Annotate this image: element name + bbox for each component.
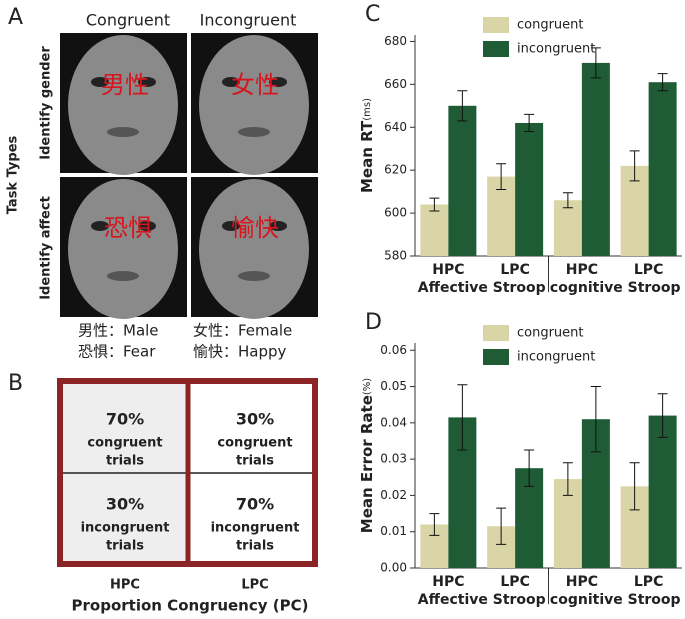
axis-label: Proportion Congruency (PC) — [72, 597, 309, 615]
legend-swatch — [483, 17, 509, 33]
error-bar — [590, 386, 601, 453]
y-axis-label: Mean Error Rate(%) — [358, 378, 376, 534]
y-tick-label: 620 — [384, 163, 407, 177]
error-bar — [629, 462, 640, 511]
error-bar — [562, 462, 573, 496]
y-tick-label: 660 — [384, 77, 407, 91]
cell-text: congruent — [87, 436, 162, 451]
panel-label: C — [365, 2, 380, 27]
error-bar — [429, 513, 440, 536]
error-bar — [457, 384, 468, 451]
legend-text: 男性：Male — [78, 322, 159, 340]
panel-label: A — [8, 5, 23, 30]
y-tick-label: 0.01 — [380, 524, 407, 538]
cell-text: incongruent — [211, 521, 300, 536]
faces — [60, 33, 318, 319]
error-bar — [657, 393, 668, 438]
row-label: Identify affect — [39, 196, 54, 300]
cell-text: congruent — [217, 436, 292, 451]
y-tick-label: 0.05 — [380, 379, 407, 393]
error-bar — [496, 507, 507, 545]
y-tick-label: 0.03 — [380, 452, 407, 466]
y-tick-label: 0.02 — [380, 488, 407, 502]
bar — [553, 200, 582, 256]
error-bar — [524, 113, 535, 133]
panel-label: B — [8, 371, 23, 396]
bar — [648, 415, 677, 568]
y-tick-label: 600 — [384, 206, 407, 220]
y-tick-label: 0.04 — [380, 415, 407, 429]
x-tick-label: LPC — [634, 574, 663, 590]
group-label: cognitive Stroop — [550, 592, 681, 608]
error-bar — [657, 73, 668, 92]
group-label: cognitive Stroop — [550, 280, 681, 296]
column-header: Congruent — [86, 11, 170, 30]
bar — [420, 204, 449, 256]
face-word: 男性 — [101, 71, 149, 99]
error-bar — [429, 197, 440, 212]
error-bar — [457, 90, 468, 122]
face-word: 女性 — [231, 71, 279, 99]
bar — [581, 62, 610, 256]
legend-label: congruent — [517, 18, 584, 33]
legend-label: congruent — [517, 326, 584, 341]
y-tick-label: 640 — [384, 120, 407, 134]
cell-text: trials — [106, 454, 144, 469]
x-tick-label: HPC — [566, 262, 598, 278]
column-header: Incongruent — [200, 11, 297, 30]
cell-text: trials — [236, 539, 274, 554]
y-tick-label: 0.00 — [380, 561, 407, 575]
legend-swatch — [483, 41, 509, 57]
face-word: 恐惧 — [104, 214, 152, 242]
legend-text: 愉快：Happy — [193, 343, 287, 361]
legend-swatch — [483, 325, 509, 341]
y-label-text: Mean RT — [358, 120, 376, 193]
cell-text: trials — [236, 454, 274, 469]
column-label: LPC — [241, 578, 268, 593]
error-bar — [496, 163, 507, 190]
bar — [515, 122, 544, 256]
x-tick-label: HPC — [432, 574, 464, 590]
cell-text: incongruent — [81, 521, 170, 536]
x-tick-label: LPC — [500, 262, 529, 278]
bar — [448, 105, 477, 257]
column-label: HPC — [110, 578, 140, 593]
panel-label: D — [365, 310, 382, 335]
x-tick-label: HPC — [432, 262, 464, 278]
face-word: 愉快 — [231, 214, 279, 242]
cell-percent: 30% — [106, 495, 144, 514]
error-bar — [590, 47, 601, 79]
y-tick-label: 0.06 — [380, 343, 407, 357]
y-axis-label: Mean RT(ms) — [358, 98, 376, 193]
axis-label: Task Types — [6, 135, 21, 214]
error-bar — [629, 150, 640, 182]
group-label: Affective Stroop — [418, 592, 546, 608]
design-box — [57, 378, 318, 567]
error-bar — [524, 449, 535, 487]
legend-label: incongruent — [517, 350, 595, 365]
bar — [648, 82, 677, 256]
x-tick-label: HPC — [566, 574, 598, 590]
y-label-unit: (ms) — [362, 98, 373, 121]
cell-percent: 30% — [236, 410, 274, 429]
cell-percent: 70% — [106, 410, 144, 429]
legend-label: incongruent — [517, 42, 595, 57]
error-bar — [562, 192, 573, 209]
legend-text: 恐惧：Fear — [78, 343, 156, 361]
cell-percent: 70% — [236, 495, 274, 514]
y-label-text: Mean Error Rate — [358, 395, 376, 533]
legend-swatch — [483, 349, 509, 365]
cell-text: trials — [106, 539, 144, 554]
row-label: Identify gender — [39, 46, 54, 160]
y-tick-label: 580 — [384, 249, 407, 263]
legend-text: 女性：Female — [193, 322, 292, 340]
x-tick-label: LPC — [634, 262, 663, 278]
x-tick-label: LPC — [500, 574, 529, 590]
y-label-unit: (%) — [362, 378, 373, 395]
y-tick-label: 680 — [384, 34, 407, 48]
group-label: Affective Stroop — [418, 280, 546, 296]
